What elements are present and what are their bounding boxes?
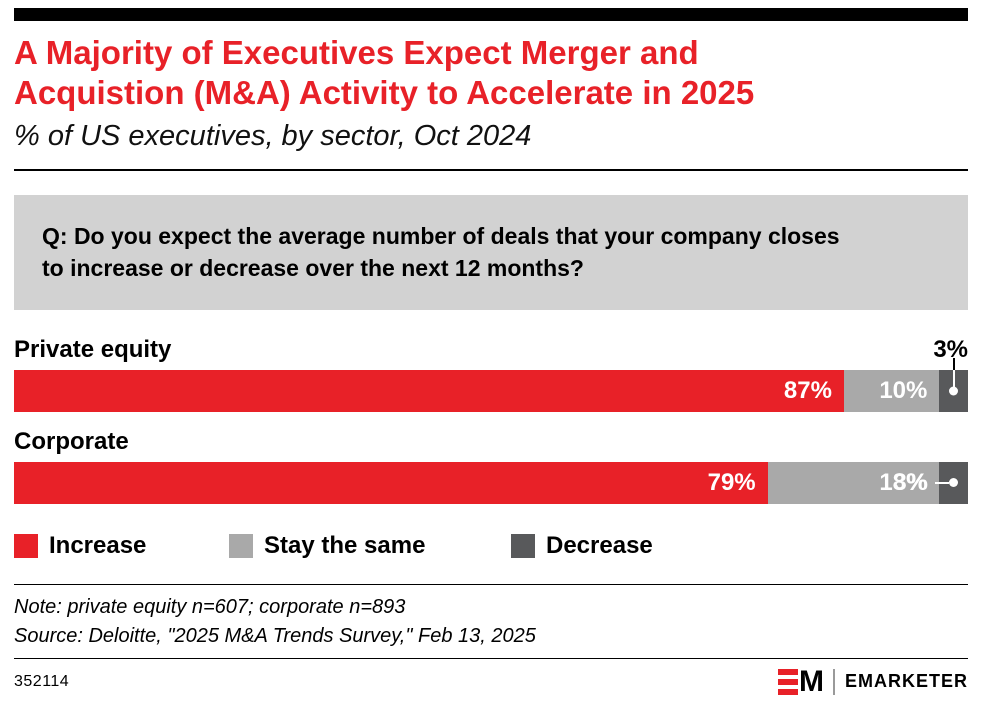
callout-stem-private-equity xyxy=(953,357,955,391)
legend-item-increase: Increase xyxy=(14,532,229,560)
callout-label-private-equity-decrease: 3% xyxy=(933,335,968,363)
legend-swatch-stay-the-same xyxy=(229,533,253,558)
callout-label-corporate-decrease: 3% xyxy=(893,468,928,496)
survey-question-box: Q: Do you expect the average number of d… xyxy=(14,194,968,310)
legend: Increase Stay the same Decrease xyxy=(14,532,968,560)
segment-corporate-increase: 79% xyxy=(14,461,768,504)
callout-corporate-decrease: 3% xyxy=(893,462,958,504)
question-line-2: to increase or decrease over the next 12… xyxy=(42,255,584,282)
callout-line-corporate xyxy=(935,481,949,484)
category-label-private-equity: Private equity xyxy=(14,335,172,363)
source-text: Source: Deloitte, "2025 M&A Trends Surve… xyxy=(14,624,536,647)
stacked-bar-chart: Private equity 3% 87% 10% Corporate 79% … xyxy=(14,336,968,560)
legend-swatch-decrease xyxy=(511,533,535,558)
emarketer-logo-m-icon: M xyxy=(798,664,824,698)
bar-private-equity: 87% 10% xyxy=(14,357,968,412)
notes-divider xyxy=(14,583,968,585)
legend-swatch-increase xyxy=(14,533,38,558)
notes-block: Note: private equity n=607; corporate n=… xyxy=(14,593,968,651)
legend-label-increase: Increase xyxy=(49,531,147,559)
emarketer-wordmark: EMARKETER xyxy=(844,671,968,692)
segment-private-equity-stay-the-same: 10% xyxy=(843,369,940,412)
legend-label-decrease: Decrease xyxy=(546,531,653,559)
value-label-corporate-increase: 79% xyxy=(707,468,756,496)
question-line-1: Q: Do you expect the average number of d… xyxy=(42,222,840,249)
emarketer-logo: M EMARKETER xyxy=(777,664,968,698)
title-line-1: A Majority of Executives Expect Merger a… xyxy=(14,34,699,71)
footer: 352114 M EMARKETER xyxy=(14,664,968,698)
chart-subtitle: % of US executives, by sector, Oct 2024 xyxy=(14,119,532,152)
callout-dot-corporate xyxy=(949,478,958,488)
segment-corporate-stay-the-same: 18% xyxy=(767,461,940,504)
segment-private-equity-increase: 87% xyxy=(14,369,844,412)
emarketer-logo-e-icon xyxy=(777,668,798,695)
legend-item-decrease: Decrease xyxy=(511,532,653,560)
top-accent-bar xyxy=(14,8,968,21)
value-label-private-equity-increase: 87% xyxy=(783,376,832,404)
page-title: A Majority of Executives Expect Merger a… xyxy=(14,33,968,114)
category-label-corporate: Corporate xyxy=(14,427,129,455)
callout-dot-private-equity xyxy=(949,386,958,396)
chart-id: 352114 xyxy=(14,672,70,690)
legend-label-stay-the-same: Stay the same xyxy=(264,531,426,559)
header-divider xyxy=(14,168,968,171)
footer-divider xyxy=(14,657,968,659)
logo-divider xyxy=(832,668,835,695)
bar-row-header-private-equity: Private equity 3% xyxy=(14,336,968,364)
bar-corporate: 79% 18% 3% xyxy=(14,461,968,504)
legend-item-stay-the-same: Stay the same xyxy=(229,532,511,560)
value-label-private-equity-stay-the-same: 10% xyxy=(879,376,928,404)
title-line-2: Acquistion (M&A) Activity to Accelerate … xyxy=(14,74,755,112)
bar-row-header-corporate: Corporate xyxy=(14,428,968,456)
note-text: Note: private equity n=607; corporate n=… xyxy=(14,595,406,618)
value-label-corporate-stay-the-same: 18% xyxy=(879,468,928,496)
